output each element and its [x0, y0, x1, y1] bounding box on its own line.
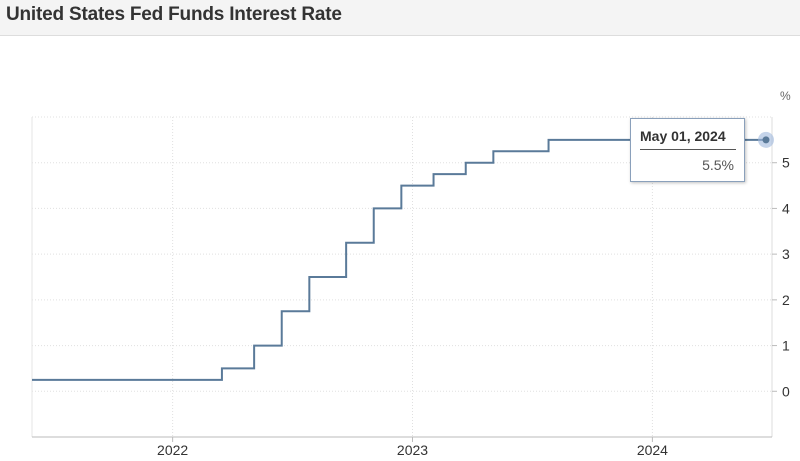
y-axis-ticks: 0 1 2 3 4 5: [772, 155, 790, 399]
y-tick-label: 1: [782, 338, 790, 354]
x-tick-label: 2023: [397, 442, 428, 458]
x-tick-label: 2022: [157, 442, 188, 458]
tooltip-date: May 01, 2024: [640, 128, 726, 144]
tooltip-value: 5.5%: [702, 157, 734, 173]
rate-series-line: [32, 138, 766, 381]
y-tick-label: 2: [782, 292, 790, 308]
y-tick-label: 0: [782, 383, 790, 399]
y-tick-label: 3: [782, 246, 790, 262]
y-unit-label: %: [780, 89, 791, 103]
tooltip-divider: [640, 149, 736, 150]
x-tick-label: 2024: [637, 442, 668, 458]
chart-title: United States Fed Funds Interest Rate: [6, 4, 342, 25]
chart-header: United States Fed Funds Interest Rate: [0, 0, 800, 36]
x-axis-ticks: 2022 2023 2024: [157, 437, 668, 458]
grid: [32, 116, 772, 437]
data-tooltip: May 01, 2024 5.5%: [630, 118, 745, 182]
hover-point[interactable]: [762, 136, 770, 144]
y-tick-label: 4: [782, 200, 790, 216]
y-tick-label: 5: [782, 155, 790, 171]
